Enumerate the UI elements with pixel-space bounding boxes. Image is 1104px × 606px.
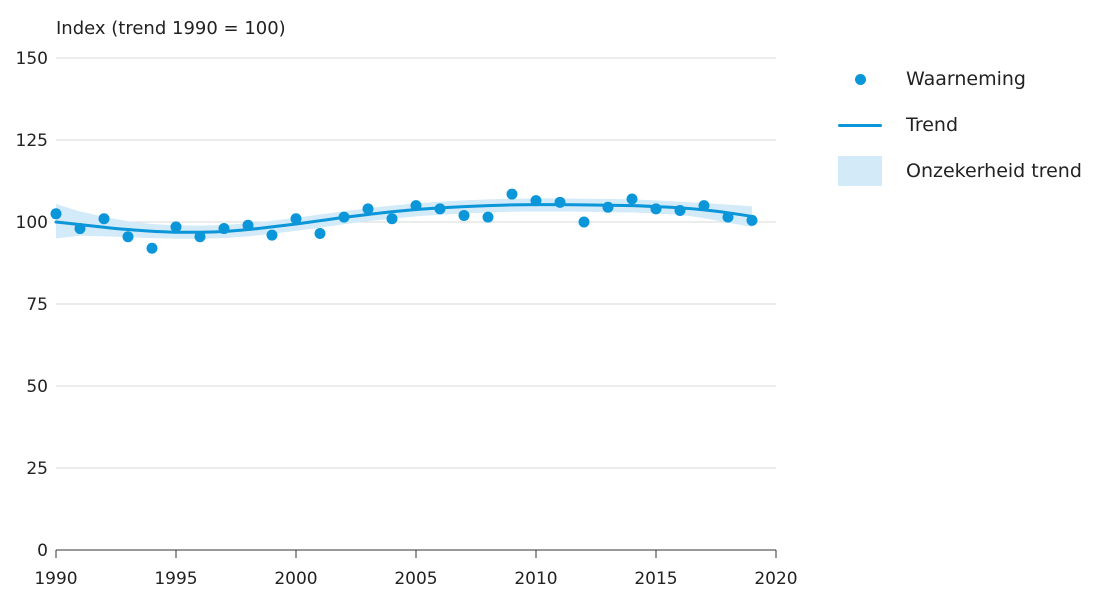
observation-point	[698, 200, 710, 212]
observation-point	[746, 214, 758, 226]
observation-point	[434, 203, 446, 215]
observation-point	[146, 242, 158, 254]
observation-point	[530, 195, 542, 207]
trend-line	[54, 203, 754, 234]
observation-point	[290, 213, 302, 225]
legend-key-band	[838, 156, 882, 186]
legend-item-onzekerheid-trend: Onzekerheid trend	[838, 148, 1082, 194]
legend-item-trend: Trend	[838, 102, 1082, 148]
observation-point	[506, 188, 518, 200]
y-tick-label: 100	[16, 213, 48, 233]
x-tick-label: 2010	[514, 569, 557, 589]
observation-point	[626, 193, 638, 205]
y-tick-label: 150	[16, 49, 48, 69]
y-tick-label: 0	[37, 541, 48, 561]
observation-point	[482, 211, 494, 223]
uncertainty-band-layer	[56, 198, 752, 239]
observation-point	[218, 223, 230, 235]
observation-point	[50, 208, 62, 220]
legend: Waarneming Trend Onzekerheid trend	[838, 56, 1082, 194]
observation-point	[74, 223, 86, 235]
y-axis: 0 25 50 75 100 125 150	[16, 49, 48, 561]
uncertainty-band	[56, 198, 752, 239]
dot-marker-icon	[854, 73, 866, 85]
observation-point	[458, 209, 470, 221]
legend-item-waarneming: Waarneming	[838, 56, 1082, 102]
band-swatch-icon	[838, 156, 882, 186]
grid-lines	[56, 57, 776, 469]
trend-line-layer	[54, 203, 754, 234]
legend-key-line	[838, 110, 882, 140]
observation-point	[194, 231, 206, 243]
observation-point	[386, 213, 398, 225]
x-tick-label: 2015	[634, 569, 677, 589]
observation-point	[314, 227, 326, 239]
observation-point	[98, 213, 110, 225]
x-tick-label: 1990	[34, 569, 77, 589]
observation-point	[554, 196, 566, 208]
legend-label: Trend	[906, 114, 958, 136]
observation-point	[266, 229, 278, 241]
observation-point	[410, 200, 422, 212]
observation-point	[242, 219, 254, 231]
observation-point	[122, 231, 134, 243]
y-tick-label: 50	[26, 377, 48, 397]
observation-point	[362, 203, 374, 215]
legend-label: Waarneming	[906, 68, 1026, 90]
observation-point	[170, 221, 182, 233]
y-axis-label: Index (trend 1990 = 100)	[56, 18, 286, 39]
x-tick-label: 2000	[274, 569, 317, 589]
x-tick-label: 2020	[754, 569, 797, 589]
legend-label: Onzekerheid trend	[906, 160, 1082, 182]
observation-points-layer	[50, 188, 758, 254]
y-tick-label: 25	[26, 459, 48, 479]
x-axis: 1990 1995 2000 2005 2010 2015 2020	[34, 549, 798, 589]
observation-point	[578, 216, 590, 228]
y-tick-label: 75	[26, 295, 48, 315]
observation-point	[338, 211, 350, 223]
observation-point	[722, 211, 734, 223]
observation-point	[650, 203, 662, 215]
observation-point	[602, 201, 614, 213]
line-marker-icon	[838, 123, 882, 127]
observation-point	[674, 205, 686, 217]
legend-key-dot	[838, 64, 882, 94]
x-tick-label: 1995	[154, 569, 197, 589]
x-tick-label: 2005	[394, 569, 437, 589]
y-tick-label: 125	[16, 131, 48, 151]
